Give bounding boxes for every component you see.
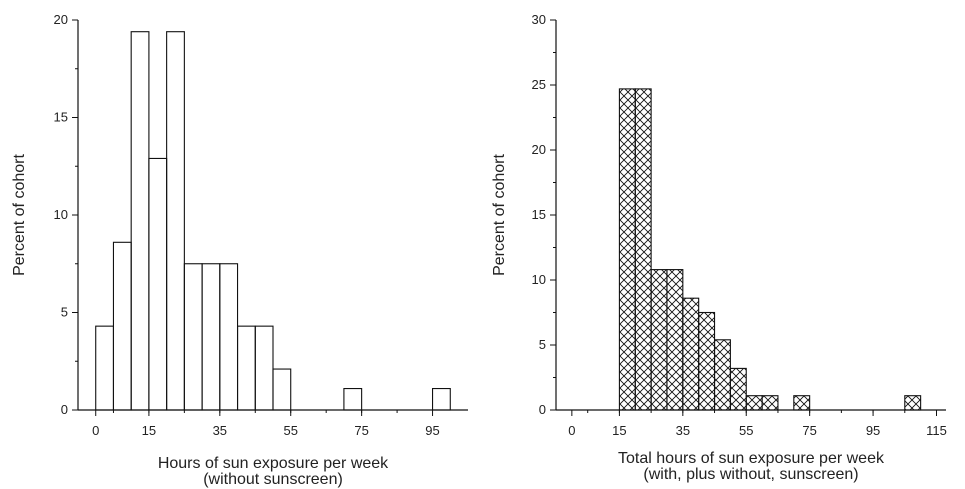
y-tick-label: 15 (54, 110, 68, 125)
histogram-bar-8 (236, 325, 256, 411)
x-tick-label: 35 (213, 423, 227, 438)
histogram-bar-10 (272, 368, 292, 411)
histogram-bar-4 (682, 297, 700, 411)
histogram-bar-5 (698, 311, 716, 411)
y-tick-label: 25 (532, 77, 546, 92)
x-axis-subtitle: (without sunscreen) (203, 471, 343, 488)
y-tick-label: 10 (54, 207, 68, 222)
x-tick-label: 35 (676, 423, 690, 438)
chart-right-total-sun-exposure: 0 5 10 15 20 25 30 0 15 35 55 75 95 115 Percent of coh… (491, 12, 947, 483)
y-tick-label: 0 (61, 402, 68, 417)
y-tick-label: 5 (539, 337, 546, 352)
x-tick-label: 75 (802, 423, 816, 438)
x-tick-label: 55 (283, 423, 297, 438)
histogram-bar-4 (166, 31, 185, 411)
histogram-bar-0 (95, 325, 115, 411)
x-axis-title: Hours of sun exposure per week (158, 455, 389, 472)
histogram-bar-9 (761, 395, 779, 411)
y-tick-label: 30 (532, 12, 546, 27)
histogram-bar-7 (729, 367, 747, 411)
histogram-bar-9 (254, 325, 274, 411)
x-tick-label: 115 (926, 423, 947, 438)
histogram-bar-3 (148, 157, 168, 411)
x-tick-label: 95 (866, 423, 880, 438)
x-tick-label: 95 (425, 423, 439, 438)
chart-left-sun-without-sunscreen: 0 5 10 15 20 0 15 35 55 75 95 Percent of cohort Hour… (11, 12, 468, 488)
histogram-bar-11 (904, 395, 922, 411)
histogram-bar-10 (793, 395, 811, 411)
histogram-bar-2 (650, 269, 668, 411)
y-tick-label: 10 (532, 272, 546, 287)
y-tick-label: 15 (532, 207, 546, 222)
x-tick-label: 55 (739, 423, 753, 438)
x-tick-label: 75 (354, 423, 368, 438)
histogram-bar-11 (343, 387, 363, 411)
histogram-bar-5 (183, 263, 203, 411)
histogram-bar-3 (666, 269, 684, 411)
y-axis-title: Percent of cohort (491, 154, 508, 276)
histogram-bar-1 (112, 241, 132, 411)
histogram-bar-0 (618, 88, 636, 411)
histogram-bar-12 (431, 387, 451, 411)
x-tick-label: 0 (568, 423, 575, 438)
x-axis-title: Total hours of sun exposure per week (618, 450, 885, 467)
histogram-bar-6 (713, 339, 731, 411)
y-axis-title: Percent of cohort (11, 154, 28, 276)
y-tick-label: 5 (61, 305, 68, 320)
histogram-bar-1 (634, 88, 652, 411)
histogram-bar-2 (130, 31, 150, 411)
x-axis-subtitle: (with, plus without, sunscreen) (643, 466, 858, 483)
histogram-bar-7 (219, 263, 239, 411)
histogram-bar-8 (745, 395, 763, 411)
x-tick-label: 15 (612, 423, 626, 438)
y-tick-label: 20 (54, 12, 68, 27)
histogram-bar-6 (201, 263, 221, 411)
y-tick-label: 0 (539, 402, 546, 417)
y-tick-label: 20 (532, 142, 546, 157)
x-tick-label: 15 (142, 423, 156, 438)
x-tick-label: 0 (92, 423, 99, 438)
